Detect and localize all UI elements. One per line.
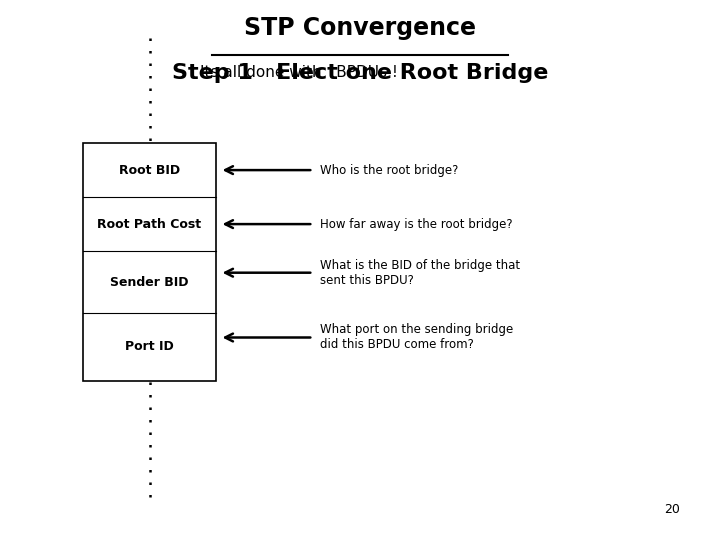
- Text: Sender BID: Sender BID: [110, 275, 189, 289]
- Text: 20: 20: [665, 503, 680, 516]
- Text: Step 1   Elect one Root Bridge: Step 1 Elect one Root Bridge: [172, 63, 548, 84]
- Text: What is the BID of the bridge that
sent this BPDU?: What is the BID of the bridge that sent …: [320, 259, 521, 287]
- Text: Its all done with   BPDUs !: Its all done with BPDUs !: [200, 65, 397, 80]
- Text: STP Convergence: STP Convergence: [244, 17, 476, 40]
- Text: How far away is the root bridge?: How far away is the root bridge?: [320, 218, 513, 231]
- Text: Root BID: Root BID: [119, 164, 180, 177]
- Bar: [83, 143, 216, 381]
- Text: Port ID: Port ID: [125, 340, 174, 354]
- Text: Who is the root bridge?: Who is the root bridge?: [320, 164, 459, 177]
- Text: Root Path Cost: Root Path Cost: [97, 218, 202, 231]
- Text: What port on the sending bridge
did this BPDU come from?: What port on the sending bridge did this…: [320, 323, 513, 352]
